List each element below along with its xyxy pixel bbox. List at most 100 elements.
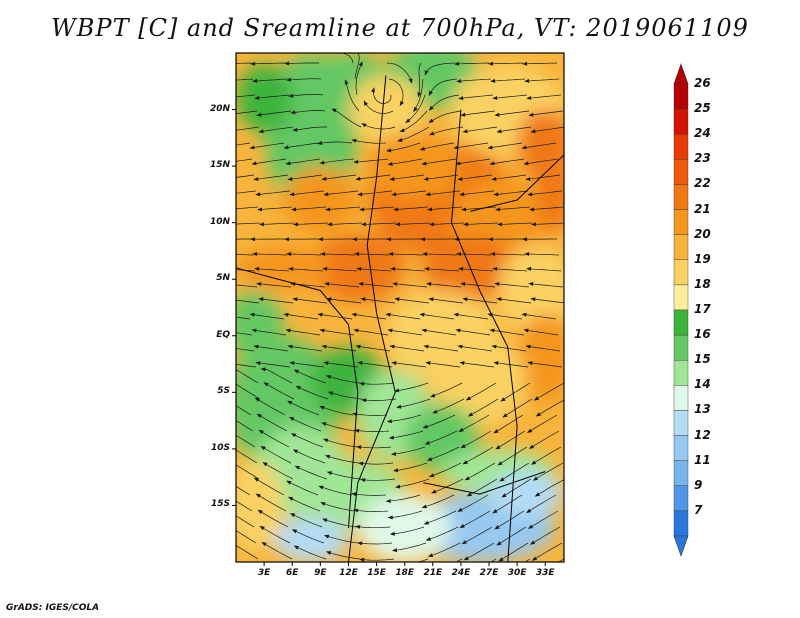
streamline-arrow bbox=[253, 177, 259, 181]
streamline bbox=[388, 78, 404, 104]
streamline-arrow bbox=[220, 477, 225, 481]
lat-label: 20N bbox=[209, 103, 230, 114]
streamline-arrow bbox=[322, 266, 328, 271]
streamline-arrow bbox=[522, 61, 528, 66]
streamline bbox=[359, 446, 392, 449]
streamline bbox=[424, 158, 457, 165]
streamline bbox=[531, 110, 564, 116]
streamline-arrow bbox=[525, 177, 531, 181]
streamline-arrow bbox=[351, 49, 356, 53]
streamline bbox=[364, 398, 397, 401]
streamline-arrow bbox=[530, 129, 536, 134]
streamline bbox=[390, 510, 423, 518]
streamline bbox=[236, 530, 257, 544]
streamline bbox=[425, 62, 456, 73]
streamline-arrow bbox=[351, 138, 357, 143]
streamline-arrow bbox=[216, 62, 221, 66]
streamline-arrow bbox=[252, 252, 258, 256]
streamline bbox=[286, 62, 319, 64]
streamline bbox=[527, 78, 560, 82]
streamline bbox=[258, 494, 287, 512]
streamline-arrow bbox=[459, 361, 465, 366]
streamline bbox=[466, 542, 495, 560]
streamline bbox=[495, 268, 528, 272]
streamline bbox=[431, 298, 464, 304]
streamline bbox=[354, 140, 387, 144]
streamline-arrow bbox=[488, 237, 493, 242]
colorbar-label: 12 bbox=[694, 427, 711, 442]
streamline bbox=[236, 222, 261, 225]
streamline bbox=[426, 510, 457, 524]
streamline-arrow bbox=[354, 428, 360, 433]
streamline bbox=[236, 78, 254, 81]
streamline-arrow bbox=[463, 556, 469, 561]
field-blob bbox=[498, 245, 564, 336]
streamline bbox=[524, 62, 558, 65]
streamline bbox=[431, 126, 464, 135]
streamline bbox=[497, 430, 526, 449]
streamline-arrow bbox=[258, 129, 264, 134]
lat-label: 5S bbox=[217, 386, 230, 397]
colorbar-label: 11 bbox=[694, 452, 711, 467]
colorbar-swatch bbox=[673, 234, 689, 260]
streamline-arrow bbox=[428, 90, 433, 96]
streamline bbox=[465, 298, 498, 304]
streamline-arrow bbox=[371, 87, 375, 93]
streamline-arrow bbox=[293, 222, 299, 227]
streamline-arrow bbox=[290, 433, 297, 438]
streamline bbox=[236, 284, 258, 288]
streamline-arrow bbox=[525, 344, 531, 349]
field-blob bbox=[357, 494, 452, 562]
streamline-arrow bbox=[355, 344, 361, 349]
streamline bbox=[501, 462, 530, 481]
field-blob bbox=[273, 516, 349, 562]
streamline bbox=[462, 430, 492, 448]
streamline bbox=[363, 124, 396, 130]
streamline bbox=[262, 447, 292, 464]
streamline bbox=[424, 253, 458, 256]
streamline-arrow bbox=[526, 508, 532, 513]
streamline bbox=[288, 481, 319, 496]
streamline bbox=[426, 346, 459, 352]
streamline bbox=[298, 386, 329, 400]
colorbar-top-arrow bbox=[673, 63, 689, 85]
streamline bbox=[490, 314, 523, 320]
streamline-arrow bbox=[496, 297, 502, 302]
streamline-arrow bbox=[354, 252, 360, 256]
colorbar-label: 21 bbox=[694, 201, 711, 216]
streamline bbox=[424, 494, 455, 508]
streamline-arrow bbox=[253, 344, 259, 349]
streamline bbox=[431, 462, 462, 477]
streamline bbox=[434, 398, 465, 413]
streamline-arrow bbox=[426, 282, 432, 286]
streamline bbox=[428, 190, 461, 195]
streamline-arrow bbox=[357, 361, 363, 366]
lon-label: 33E bbox=[535, 568, 555, 578]
streamline-arrow bbox=[530, 297, 536, 302]
streamline bbox=[252, 314, 285, 320]
streamline-arrow bbox=[493, 192, 499, 197]
colorbar-label: 20 bbox=[694, 226, 711, 241]
streamline-arrow bbox=[283, 145, 289, 150]
streamline-arrow bbox=[344, 79, 349, 85]
streamline bbox=[430, 94, 460, 109]
grads-credit: GrADS: IGES/COLA bbox=[6, 603, 100, 613]
streamline-arrow bbox=[225, 429, 230, 433]
streamline-arrow bbox=[320, 502, 326, 506]
streamline-arrow bbox=[495, 445, 501, 450]
streamline-arrow bbox=[285, 328, 291, 333]
streamline-arrow bbox=[420, 237, 425, 242]
streamline bbox=[531, 283, 564, 288]
streamline-arrow bbox=[253, 477, 259, 482]
streamline-arrow bbox=[393, 468, 399, 473]
streamline bbox=[236, 110, 258, 115]
streamline-arrow bbox=[224, 297, 229, 301]
streamline-arrow bbox=[467, 412, 473, 417]
streamline-arrow bbox=[391, 192, 397, 197]
streamline bbox=[389, 414, 422, 422]
streamline bbox=[461, 510, 491, 527]
streamline-arrow bbox=[494, 525, 500, 530]
streamline-arrow bbox=[389, 344, 395, 349]
streamline-arrow bbox=[286, 77, 292, 82]
streamline bbox=[392, 174, 425, 180]
